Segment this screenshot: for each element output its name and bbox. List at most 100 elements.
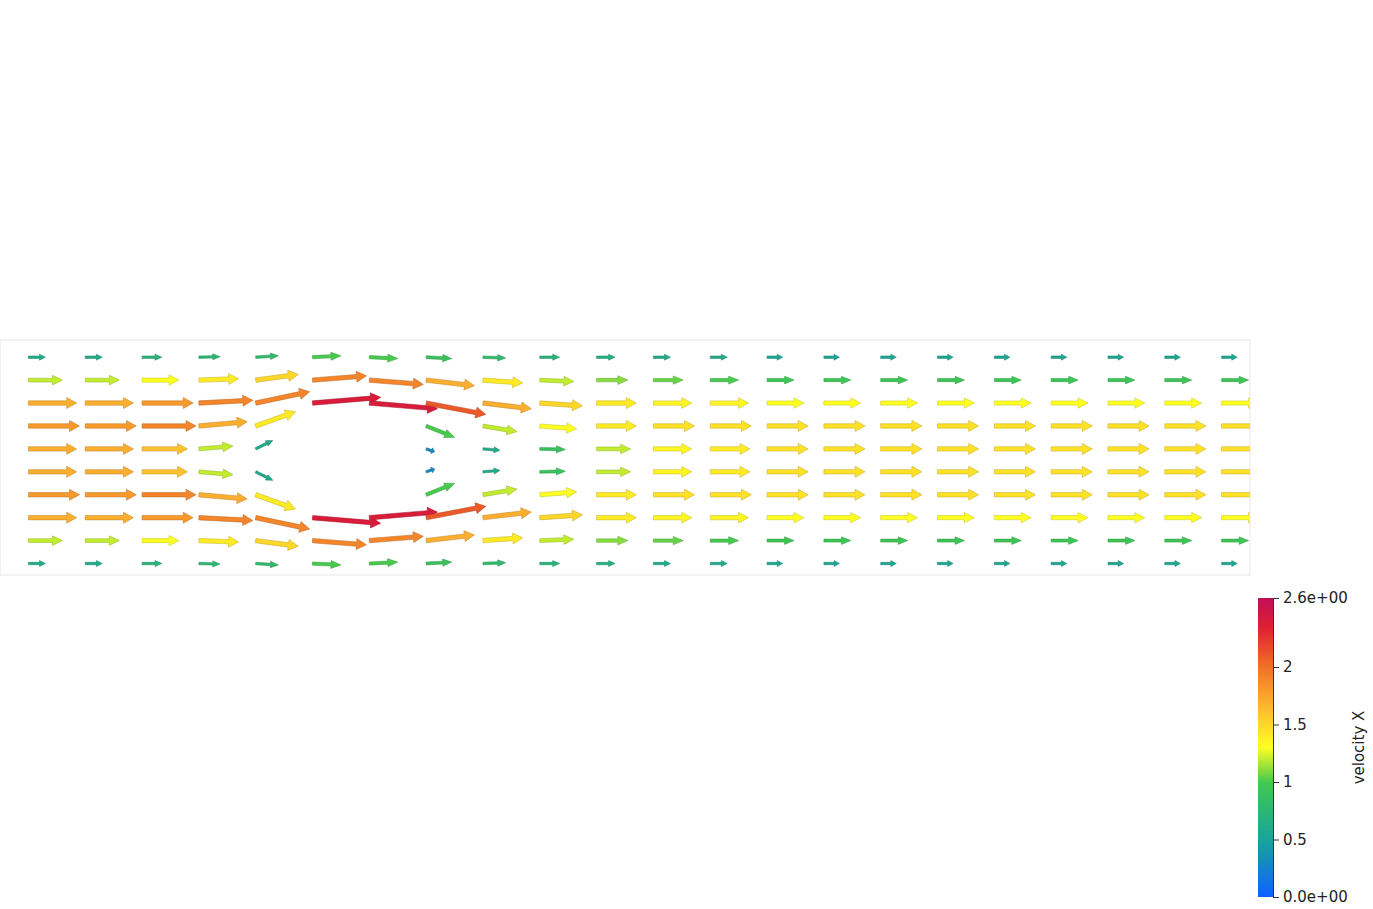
velocity-glyph	[1165, 466, 1206, 477]
velocity-glyph	[369, 531, 424, 546]
velocity-glyph	[28, 443, 76, 454]
plot-frame	[0, 340, 1250, 575]
velocity-glyph	[255, 512, 311, 534]
velocity-glyph	[767, 537, 794, 545]
velocity-glyph	[938, 420, 979, 431]
velocity-glyph	[1222, 561, 1238, 567]
velocity-glyph	[1108, 489, 1149, 500]
velocity-glyph	[255, 369, 299, 386]
velocity-glyph	[198, 467, 233, 479]
velocity-glyph	[994, 466, 1035, 477]
velocity-glyph	[539, 487, 577, 500]
colorbar-title: velocity X	[1350, 711, 1368, 785]
velocity-glyph	[1222, 354, 1238, 360]
velocity-glyph	[425, 446, 435, 455]
velocity-glyph	[653, 376, 683, 384]
velocity-glyph	[1222, 420, 1250, 431]
velocity-glyph	[539, 421, 577, 434]
velocity-glyph	[881, 443, 922, 454]
velocity-glyph	[369, 375, 424, 390]
velocity-glyph	[1108, 354, 1124, 360]
velocity-glyph	[710, 512, 748, 523]
velocity-glyph	[994, 513, 1031, 523]
velocity-glyph	[653, 466, 691, 477]
velocity-glyph	[28, 561, 45, 567]
colorbar-tick-label: 2	[1283, 658, 1293, 676]
velocity-glyph	[1108, 376, 1135, 384]
velocity-glyph	[1165, 537, 1192, 545]
velocity-glyph	[1222, 443, 1250, 454]
velocity-glyph	[710, 466, 750, 477]
velocity-glyph	[142, 375, 179, 385]
velocity-glyph	[199, 373, 239, 385]
velocity-glyph	[597, 398, 637, 409]
velocity-glyph	[767, 354, 783, 360]
velocity-glyph	[312, 352, 341, 361]
velocity-glyph	[28, 398, 76, 409]
velocity-glyph	[824, 443, 865, 454]
velocity-glyph	[1051, 443, 1092, 454]
colorbar-tick: 2	[1273, 658, 1293, 676]
velocity-glyph	[142, 489, 196, 500]
velocity-glyph	[710, 354, 727, 360]
velocity-glyph	[1108, 513, 1145, 523]
velocity-glyph	[824, 561, 840, 567]
velocity-glyph	[653, 444, 691, 455]
colorbar-tick: 1.5	[1273, 716, 1307, 734]
velocity-glyph	[1222, 398, 1250, 408]
velocity-glyph	[142, 561, 162, 567]
velocity-glyph	[767, 376, 794, 384]
velocity-glyph	[85, 512, 133, 523]
velocity-glyph	[369, 507, 438, 524]
velocity-glyph	[1165, 398, 1202, 408]
velocity-glyph	[994, 537, 1021, 545]
velocity-glyph	[482, 507, 532, 524]
velocity-glyph	[482, 421, 518, 436]
colorbar-tick-mark	[1273, 725, 1279, 726]
velocity-glyph	[540, 354, 560, 360]
velocity-glyph	[881, 537, 908, 545]
velocity-glyph	[1051, 489, 1092, 500]
velocity-glyph	[938, 354, 954, 360]
velocity-glyph	[540, 534, 574, 545]
colorbar-tick-label: 1	[1283, 773, 1293, 791]
velocity-glyph	[255, 535, 299, 552]
velocity-glyph	[710, 537, 738, 545]
velocity-glyph	[142, 354, 162, 360]
colorbar-tick: 1	[1273, 773, 1293, 791]
velocity-glyph	[312, 560, 341, 569]
velocity-glyph	[881, 513, 918, 523]
velocity-glyph	[483, 375, 524, 389]
velocity-glyph	[1165, 376, 1192, 384]
velocity-glyph	[142, 398, 193, 409]
velocity-glyph	[28, 420, 79, 431]
velocity-glyph	[255, 353, 278, 361]
velocity-glyph	[540, 445, 566, 453]
velocity-glyph	[653, 561, 670, 567]
velocity-glyph	[1222, 466, 1250, 477]
velocity-glyph	[1108, 443, 1149, 454]
velocity-glyph	[254, 407, 297, 432]
velocity-glyph	[881, 466, 922, 477]
velocity-glyph	[312, 392, 381, 409]
colorbar-tick-label: 0.5	[1283, 831, 1307, 849]
velocity-glyph	[938, 466, 979, 477]
velocity-glyph	[1165, 561, 1181, 567]
velocity-glyph	[483, 354, 506, 361]
velocity-glyph	[28, 512, 76, 523]
velocity-glyph	[28, 466, 76, 477]
velocity-glyph	[597, 512, 637, 523]
velocity-glyph	[255, 386, 311, 408]
velocity-glyph	[710, 420, 751, 431]
velocity-glyph	[425, 529, 475, 546]
velocity-glyph	[653, 489, 694, 500]
velocity-glyph	[1165, 420, 1206, 431]
velocity-glyph	[540, 468, 566, 476]
velocity-glyph	[767, 513, 804, 523]
velocity-glyph	[994, 443, 1035, 454]
velocity-glyph	[85, 489, 136, 500]
colorbar-axis: 0.0e+000.511.522.6e+00	[1273, 589, 1348, 906]
velocity-glyph	[653, 354, 670, 360]
velocity-glyph	[824, 398, 861, 408]
velocity-glyph	[1165, 489, 1206, 500]
